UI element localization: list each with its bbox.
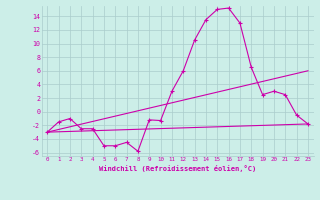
X-axis label: Windchill (Refroidissement éolien,°C): Windchill (Refroidissement éolien,°C) bbox=[99, 165, 256, 172]
